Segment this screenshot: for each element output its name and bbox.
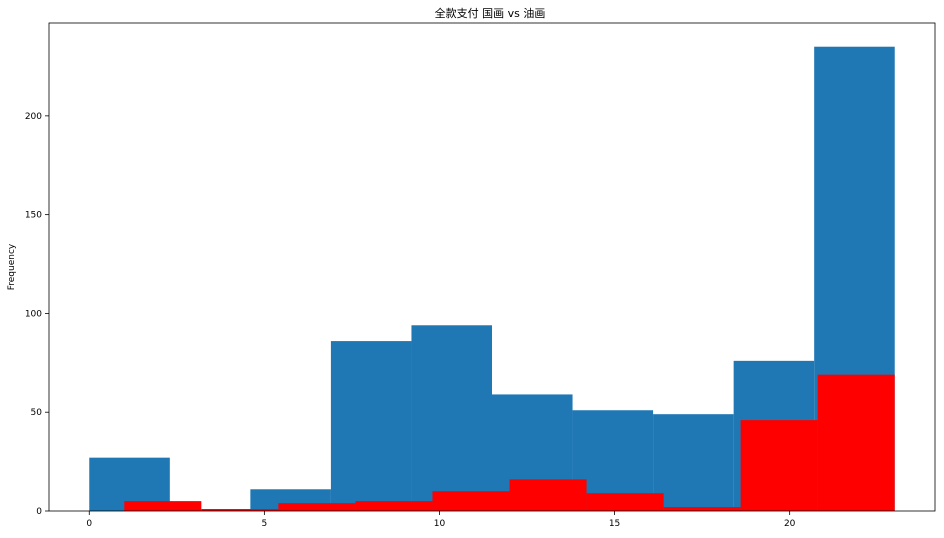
histogram-bar-series-0-bin-4 <box>411 325 492 511</box>
x-axis: 0 5 10 15 20 <box>86 511 796 529</box>
y-tick-label: 50 <box>31 408 43 418</box>
histogram-bar-series-1-bin-3 <box>355 501 433 511</box>
x-tick-label: 20 <box>784 519 796 529</box>
histogram-bar-series-1-bin-4 <box>432 491 510 511</box>
histogram-bar-series-1-bin-0 <box>124 501 202 511</box>
x-tick-label: 5 <box>262 519 268 529</box>
x-tick-label: 10 <box>434 519 446 529</box>
x-tick-label: 15 <box>609 519 620 529</box>
bars-layer <box>89 46 895 512</box>
histogram-bar-series-1-bin-6 <box>586 493 664 511</box>
histogram-bar-series-1-bin-5 <box>509 479 587 511</box>
y-tick-label: 150 <box>25 211 42 221</box>
y-tick-label: 200 <box>25 112 42 122</box>
histogram-bar-series-1-bin-9 <box>817 374 895 511</box>
y-tick-label: 100 <box>25 309 42 319</box>
y-axis-label: Frequency <box>7 243 17 290</box>
chart-title: 全款支付 国画 vs 油画 <box>435 6 546 20</box>
y-tick-label: 0 <box>36 507 42 517</box>
histogram-bar-series-1-bin-2 <box>278 503 356 511</box>
histogram-bar-series-0-bin-3 <box>330 341 412 511</box>
x-tick-label: 0 <box>86 519 92 529</box>
histogram-bar-series-1-bin-8 <box>740 420 818 511</box>
y-axis: 0 50 100 150 200 <box>25 112 49 517</box>
histogram-bar-series-1-bin-1 <box>201 509 279 511</box>
histogram-bar-series-0-bin-7 <box>653 414 734 511</box>
histogram-bar-series-1-bin-7 <box>663 507 741 511</box>
plot-frame <box>48 22 936 512</box>
